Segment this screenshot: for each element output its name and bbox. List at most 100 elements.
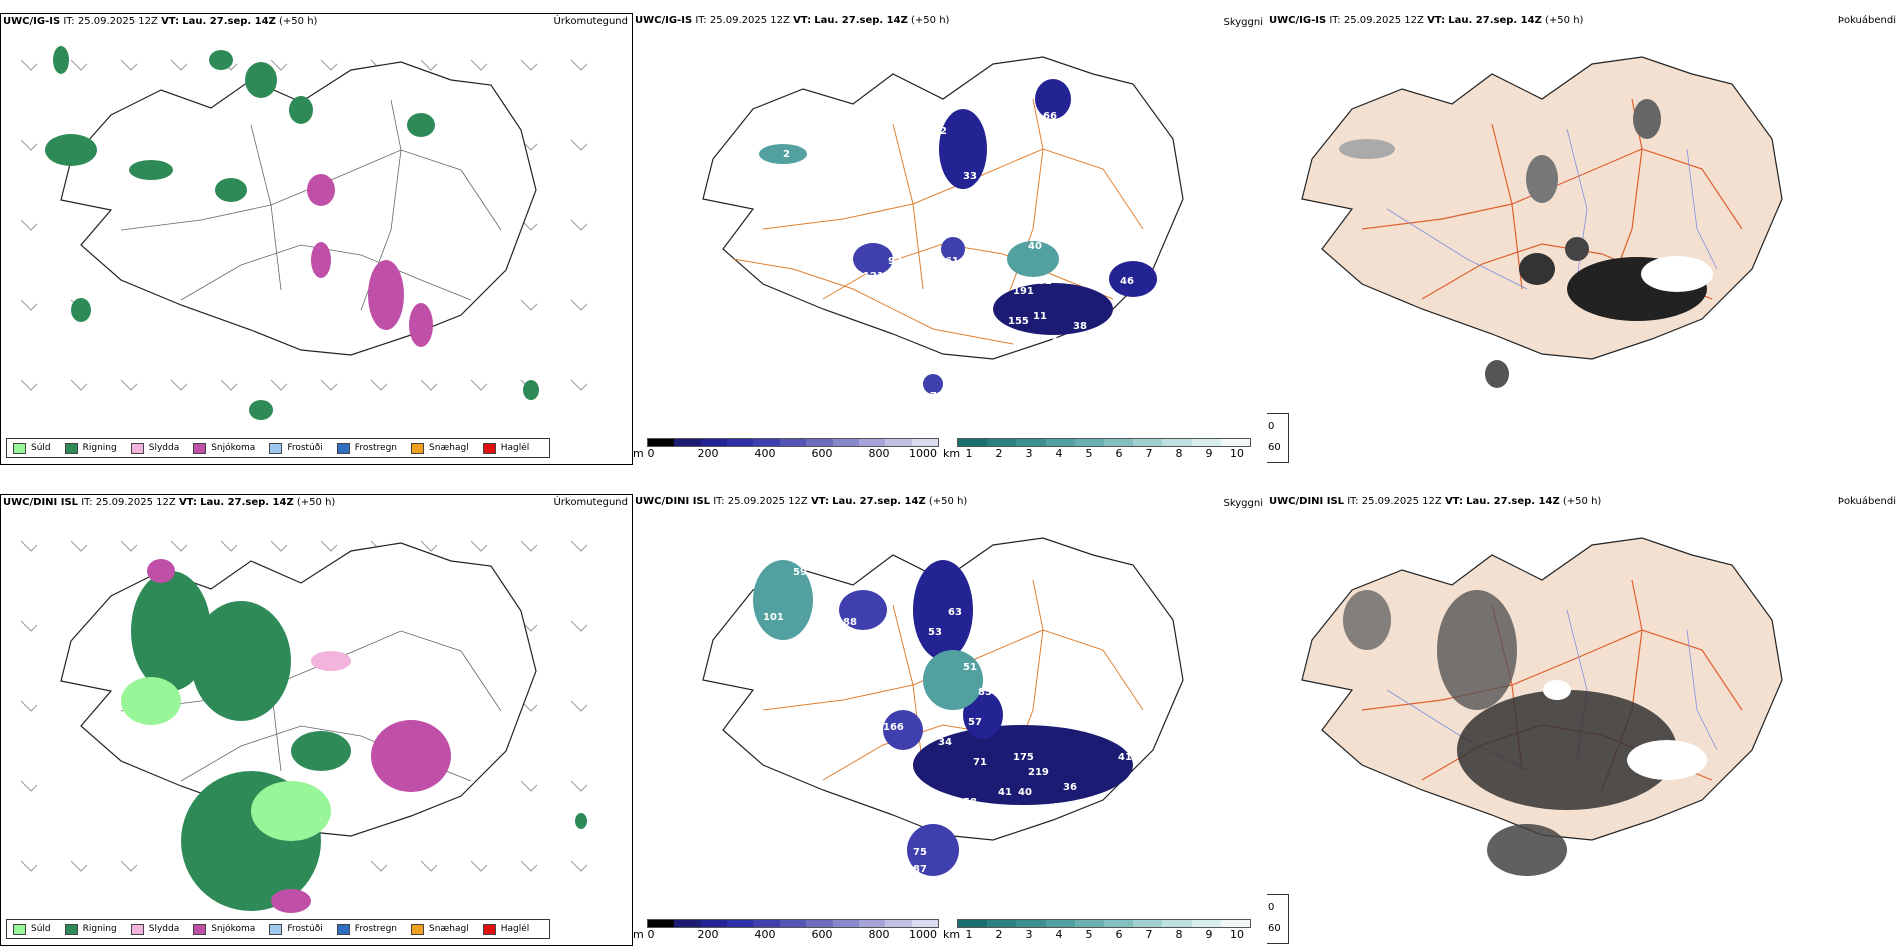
legend-item-snjokoma: Snjókoma (193, 442, 255, 454)
vis-label: 75 (930, 391, 944, 402)
vis-label: 219 (1028, 767, 1049, 778)
legend-item-snaehagl: Snæhagl (411, 442, 469, 454)
it-label: IT: (1329, 15, 1341, 26)
vis-label: 40 (1018, 787, 1032, 798)
colorbar-km-tick: 10 (1230, 447, 1244, 460)
it-label: IT: (1347, 496, 1359, 507)
precip-type-panel-top: UWC/IG-IS IT: 25.09.2025 12Z VT: Lau. 27… (0, 13, 633, 465)
it-value: 25.09.2025 12Z (1343, 15, 1424, 26)
vis-label: 75 (913, 847, 927, 858)
colorbar-segment (779, 439, 807, 446)
colorbar-segment (1103, 920, 1134, 927)
legend-swatch (13, 442, 26, 454)
vis-label: 166 (883, 722, 904, 733)
precip-type-title: Úrkomutegund (553, 497, 628, 508)
vis-label: 34 (938, 737, 952, 748)
vis-label: 53 (928, 627, 942, 638)
colorbar-segment (858, 439, 886, 446)
cloud-legend: 0 60 (1267, 894, 1289, 944)
legend-swatch (130, 442, 144, 454)
colorbar-km-tick: 6 (1115, 928, 1123, 941)
vis-label: 66 (1043, 111, 1057, 122)
colorbar-segment (1103, 439, 1134, 446)
legend-swatch (130, 923, 144, 935)
visibility-title: Skyggni (1223, 498, 1263, 509)
fog-panel-top: UWC/IG-IS IT: 25.09.2025 12Z VT: Lau. 27… (1267, 13, 1900, 465)
colorbar-segment (958, 439, 988, 446)
legend-label: Snæhagl (429, 924, 469, 934)
colorbar-segment (1133, 920, 1163, 927)
precip-type-map (20, 46, 588, 420)
vis-label: 41 (1118, 752, 1132, 763)
cloud-legend: 0 60 (1267, 413, 1289, 463)
colorbar-m-tick: 0 (647, 928, 655, 941)
colorbar-segment (987, 439, 1017, 446)
legend-item-frostudi: Frostúði (269, 442, 323, 454)
colorbar-m: m 0 200 400 600 800 1000 (633, 438, 939, 464)
model-name: UWC/IG-IS (3, 16, 61, 27)
colorbar-m-tick: 1000 (909, 447, 937, 460)
vis-label: 46 (1120, 276, 1134, 287)
colorbar-segment (911, 439, 938, 446)
colorbar-m-tick: 600 (811, 447, 833, 460)
vis-label: 2 (783, 149, 790, 160)
low-cloud-areas (1339, 99, 1713, 388)
legend-item-slydda: Slydda (130, 442, 179, 454)
legend-swatch (482, 923, 496, 935)
legend-item-snjokoma: Snjókoma (193, 923, 256, 935)
colorbar-segment (674, 920, 701, 927)
panel-header: UWC/DINI ISL IT: 25.09.2025 12Z VT: Lau.… (635, 496, 1263, 512)
colorbar-km-tick: 1 (965, 447, 973, 460)
legend-item-frostregn: Frostregn (336, 923, 398, 935)
colorbar-km-tick: 2 (995, 447, 1003, 460)
colorbar-segment (911, 920, 938, 927)
model-name: UWC/IG-IS (635, 15, 693, 26)
panel-header: UWC/DINI ISL IT: 25.09.2025 12Z VT: Lau.… (3, 497, 628, 513)
visibility-panel-top: UWC/IG-IS IT: 25.09.2025 12Z VT: Lau. 27… (633, 13, 1267, 465)
legend-swatch (482, 442, 496, 454)
vis-label: 97 (888, 256, 902, 267)
cloud-legend-label: 60 (1268, 442, 1281, 453)
fog-map (1301, 56, 1783, 388)
vt-value: Lau. 27.sep. 14Z (814, 15, 908, 26)
lead-time: (+50 h) (279, 16, 318, 27)
colorbar-km-tick: 8 (1175, 928, 1183, 941)
colorbar-km-tick: 9 (1205, 928, 1213, 941)
vt-label: VT: (1427, 15, 1446, 26)
colorbar-m-ramp (647, 919, 939, 928)
fog-map (1301, 537, 1783, 876)
visibility-map: 59 101 88 63 53 51 850 57 34 71 175 219 … (702, 537, 1184, 891)
legend-item-snaehagl: Snæhagl (411, 923, 469, 935)
legend-label: Frostúði (287, 924, 323, 934)
colorbar-m: m 0 200 400 600 800 1000 (633, 919, 939, 945)
legend-item-frostudi: Frostúði (269, 923, 323, 935)
colorbar-segment (1045, 920, 1075, 927)
legend-swatch (64, 442, 78, 454)
vis-label: 11 (913, 361, 927, 372)
colorbar-segment (727, 920, 754, 927)
legend-label: Frostúði (287, 443, 323, 453)
legend-item-rigning: Rigning (64, 442, 117, 454)
legend-swatch (336, 442, 350, 454)
wind-barbs (20, 540, 588, 872)
it-label: IT: (713, 496, 725, 507)
legend-label: Snjókoma (211, 924, 256, 934)
vis-label: 40 (1028, 241, 1042, 252)
colorbar-km-tick: 6 (1115, 447, 1123, 460)
vis-label: 191 (1013, 286, 1034, 297)
vis-label: 101 (1065, 119, 1086, 130)
colorbar-segment (700, 439, 728, 446)
lead-time: (+50 h) (1562, 496, 1602, 507)
colorbar-segment (1191, 439, 1221, 446)
colorbar-km-tick: 9 (1205, 447, 1213, 460)
precip-legend: Súld Rigning Slydda Snjókoma Frostúði Fr… (6, 919, 551, 939)
legend-label: Frostregn (354, 924, 398, 934)
legend-label: Rigning (82, 443, 117, 453)
legend-item-haglel: Haglél (482, 923, 529, 935)
colorbar-segment (885, 920, 912, 927)
colorbar-km: km 1 2 3 4 5 6 7 8 9 10 (943, 438, 1253, 464)
vis-label: 850 (978, 687, 999, 698)
vis-label: 88 (843, 617, 857, 628)
model-name: UWC/DINI ISL (1269, 496, 1345, 507)
colorbar-segment (753, 920, 780, 927)
